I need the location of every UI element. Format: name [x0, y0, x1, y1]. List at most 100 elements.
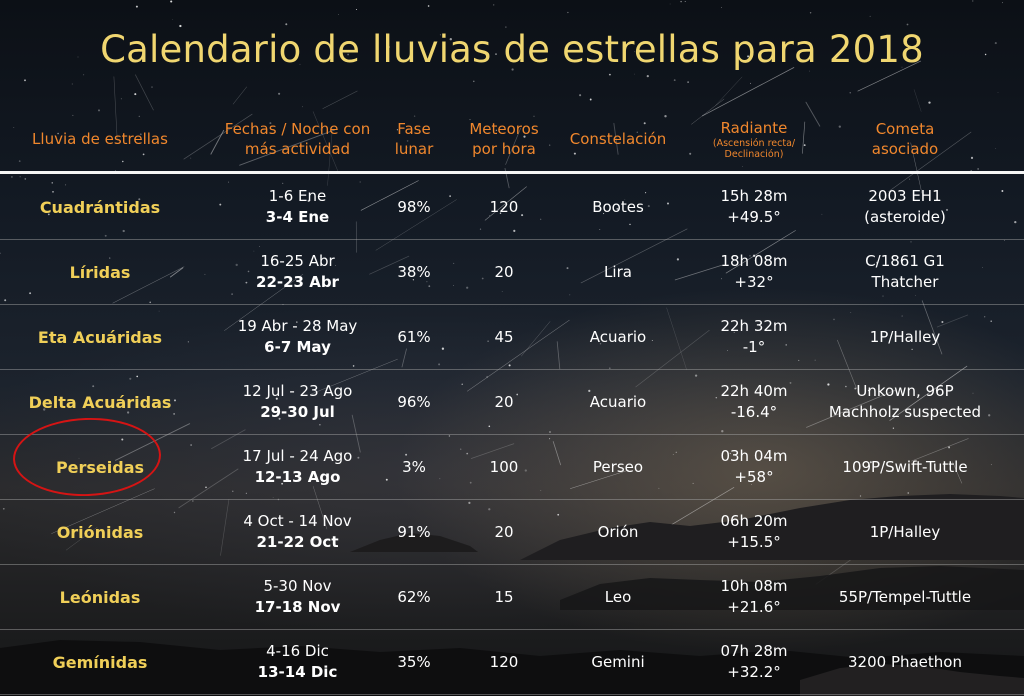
moon-phase-cell: 61% — [385, 305, 443, 369]
declination: +49.5° — [727, 208, 781, 226]
meteors-per-hour: 15 — [494, 587, 514, 606]
shower-name: Líridas — [69, 262, 131, 282]
shower-name-cell: Eta Acuáridas — [0, 305, 200, 369]
constellation-cell: Acuario — [557, 305, 679, 369]
table-row: Perseidas 17 Jul - 24 Ago 12-13 Ago 3% 100 Pe… — [0, 435, 1024, 500]
declination: +58° — [734, 468, 774, 486]
dates-cell: 4-16 Dic 13-14 Dic — [200, 630, 395, 694]
dates-cell: 17 Jul - 24 Ago 12-13 Ago — [200, 435, 395, 499]
activity-dates: 12 Jul - 23 Ago — [242, 382, 353, 400]
declination: -16.4° — [730, 403, 778, 421]
right-ascension: 06h 20m — [720, 512, 788, 530]
meteors-cell: 100 — [455, 435, 553, 499]
moon-phase: 35% — [397, 652, 431, 671]
shower-name-cell: Líridas — [0, 240, 200, 304]
constellation: Orión — [597, 522, 639, 541]
radiant-cell: 06h 20m +15.5° — [684, 500, 824, 564]
moon-phase-cell: 96% — [385, 370, 443, 434]
peak-night: 17-18 Nov — [254, 598, 341, 616]
moon-phase: 38% — [397, 262, 431, 281]
header-constellation: Constelación — [569, 130, 667, 148]
activity-dates: 19 Abr - 28 May — [237, 317, 358, 335]
dates-cell: 12 Jul - 23 Ago 29-30 Jul — [200, 370, 395, 434]
moon-phase-cell: 91% — [385, 500, 443, 564]
shower-name: Perseidas — [55, 457, 145, 477]
right-ascension: 22h 40m — [720, 382, 788, 400]
dates-cell: 1-6 Ene 3-4 Ene — [200, 175, 395, 239]
activity-dates: 4 Oct - 14 Nov — [243, 512, 352, 530]
peak-night: 21-22 Oct — [256, 533, 339, 551]
right-ascension: 10h 08m — [720, 577, 788, 595]
table-row: Oriónidas 4 Oct - 14 Nov 21-22 Oct 91% 20 Ori… — [0, 500, 1024, 565]
comet-line-1: Unkown, 96P — [856, 382, 954, 400]
comet-line-1: 1P/Halley — [869, 327, 941, 346]
comet-cell: 1P/Halley — [810, 305, 1000, 369]
constellation-cell: Orión — [557, 500, 679, 564]
header-dates: Fechas / Noche con más actividad — [224, 120, 371, 158]
constellation-cell: Gemini — [557, 630, 679, 694]
right-ascension: 22h 32m — [720, 317, 788, 335]
peak-night: 6-7 May — [264, 338, 331, 356]
moon-phase: 62% — [397, 587, 431, 606]
shower-name: Gemínidas — [52, 652, 148, 672]
activity-dates: 5-30 Nov — [263, 577, 332, 595]
moon-phase: 96% — [397, 392, 431, 411]
meteors-per-hour: 120 — [489, 652, 519, 671]
constellation-cell: Leo — [557, 565, 679, 629]
comet-line-2: Thatcher — [871, 273, 939, 291]
meteors-per-hour: 120 — [489, 197, 519, 216]
moon-phase-cell: 38% — [385, 240, 443, 304]
activity-dates: 4-16 Dic — [266, 642, 329, 660]
meteors-cell: 20 — [455, 500, 553, 564]
shower-name-cell: Delta Acuáridas — [0, 370, 200, 434]
comet-cell: 109P/Swift-Tuttle — [810, 435, 1000, 499]
activity-dates: 1-6 Ene — [268, 187, 327, 205]
shower-name: Leónidas — [59, 587, 141, 607]
shower-name-cell: Perseidas — [0, 435, 200, 499]
peak-night: 12-13 Ago — [254, 468, 341, 486]
shower-name-cell: Oriónidas — [0, 500, 200, 564]
dates-cell: 5-30 Nov 17-18 Nov — [200, 565, 395, 629]
moon-phase: 61% — [397, 327, 431, 346]
page-title: Calendario de lluvias de estrellas para … — [100, 28, 924, 71]
meteors-cell: 120 — [455, 630, 553, 694]
dates-cell: 16-25 Abr 22-23 Abr — [200, 240, 395, 304]
header-shower: Lluvia de estrellas — [32, 130, 168, 148]
constellation: Acuario — [589, 392, 647, 411]
peak-night: 13-14 Dic — [257, 663, 338, 681]
comet-line-1: 2003 EH1 — [868, 187, 942, 205]
constellation: Bootes — [592, 197, 644, 216]
comet-cell: Unkown, 96P Machholz suspected — [810, 370, 1000, 434]
radiant-cell: 10h 08m +21.6° — [684, 565, 824, 629]
radiant-cell: 18h 08m +32° — [684, 240, 824, 304]
declination: +15.5° — [727, 533, 781, 551]
table-row: Eta Acuáridas 19 Abr - 28 May 6-7 May 61% 45… — [0, 305, 1024, 370]
radiant-cell: 07h 28m +32.2° — [684, 630, 824, 694]
constellation: Gemini — [591, 652, 645, 671]
comet-line-1: 55P/Tempel-Tuttle — [838, 587, 972, 606]
radiant-cell: 15h 28m +49.5° — [684, 175, 824, 239]
table-row: Delta Acuáridas 12 Jul - 23 Ago 29-30 Jul 9… — [0, 370, 1024, 435]
activity-dates: 17 Jul - 24 Ago — [242, 447, 353, 465]
constellation-cell: Acuario — [557, 370, 679, 434]
comet-line-2: Machholz suspected — [828, 403, 982, 421]
constellation-cell: Perseo — [557, 435, 679, 499]
declination: +32.2° — [727, 663, 781, 681]
moon-phase: 3% — [402, 457, 426, 476]
constellation-cell: Bootes — [557, 175, 679, 239]
meteors-per-hour: 20 — [494, 522, 514, 541]
dates-cell: 4 Oct - 14 Nov 21-22 Oct — [200, 500, 395, 564]
comet-cell: 55P/Tempel-Tuttle — [810, 565, 1000, 629]
comet-cell: C/1861 G1 Thatcher — [810, 240, 1000, 304]
comet-line-1: 1P/Halley — [869, 522, 941, 541]
moon-phase-cell: 98% — [385, 175, 443, 239]
shower-name: Delta Acuáridas — [28, 392, 172, 412]
radiant-cell: 22h 40m -16.4° — [684, 370, 824, 434]
meteors-cell: 15 — [455, 565, 553, 629]
shower-name-cell: Leónidas — [0, 565, 200, 629]
right-ascension: 07h 28m — [720, 642, 788, 660]
peak-night: 3-4 Ene — [265, 208, 330, 226]
comet-line-1: 3200 Phaethon — [848, 652, 962, 671]
moon-phase-cell: 62% — [385, 565, 443, 629]
